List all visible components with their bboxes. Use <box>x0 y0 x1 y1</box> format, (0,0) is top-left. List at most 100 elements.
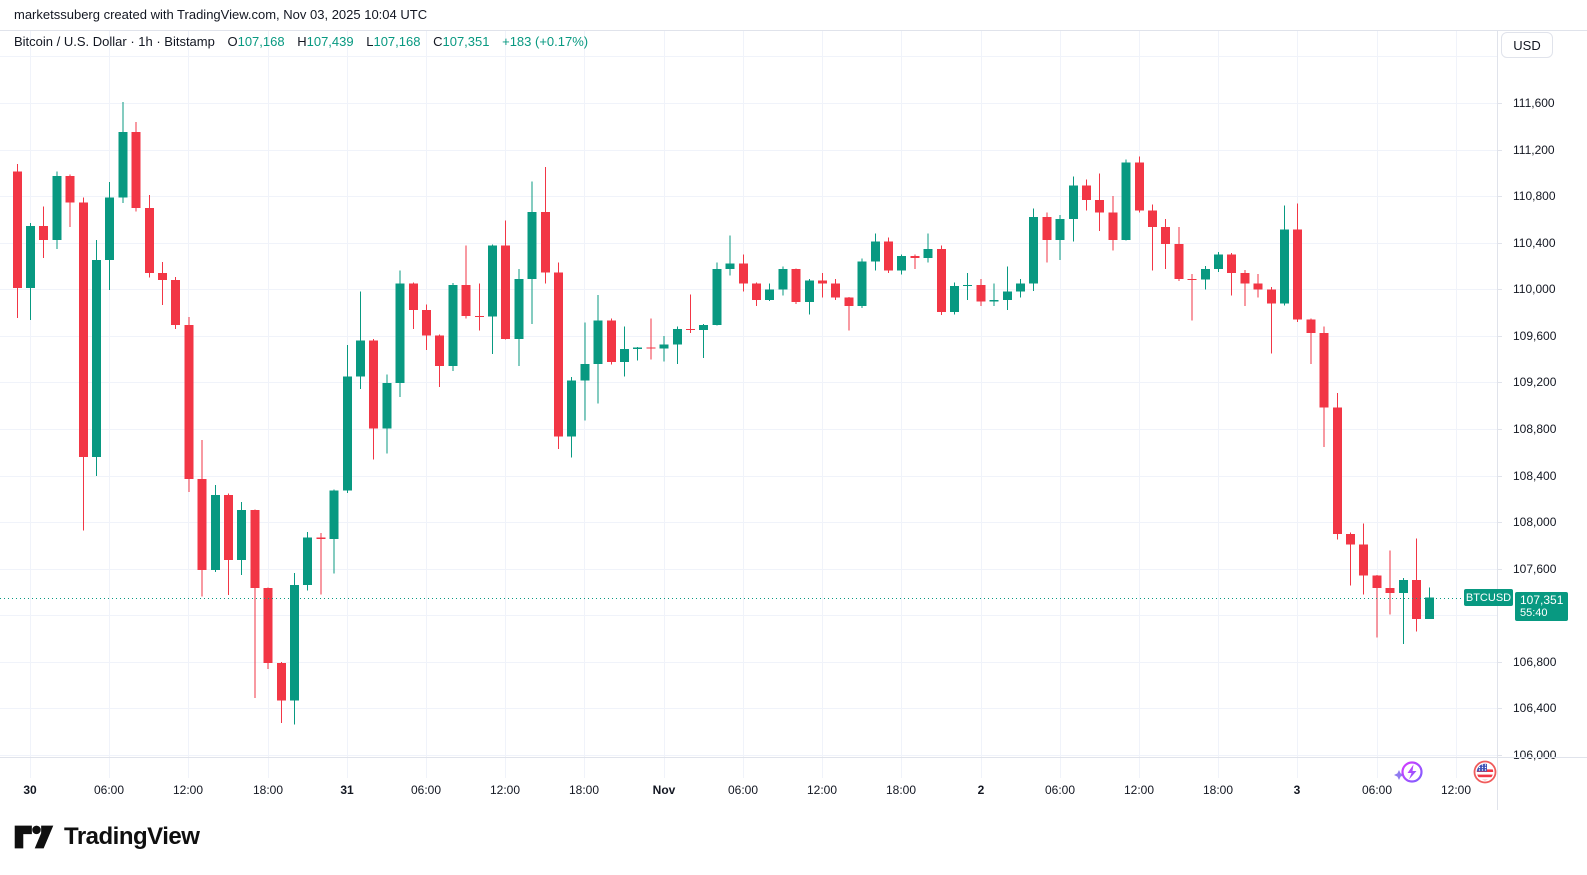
price-axis-label: 106,400 <box>1513 701 1557 716</box>
candle-body-down <box>1359 544 1369 576</box>
candle-body-up <box>963 285 973 287</box>
price-axis-label: 111,200 <box>1513 142 1555 157</box>
time-axis-day-label: 30 <box>23 783 37 797</box>
candle-body-down <box>1385 587 1395 594</box>
candle-body-up <box>210 494 220 570</box>
candle-body-down <box>422 310 431 336</box>
time-axis-label: 06:00 <box>410 783 442 797</box>
sparkle-glyph <box>1394 770 1404 780</box>
time-axis-label: 18:00 <box>252 783 284 797</box>
candle-body-down <box>1042 217 1052 240</box>
flag-glyph <box>1476 763 1494 781</box>
low-value: 107,168 <box>373 34 421 49</box>
currency-usd-button[interactable]: USD <box>1501 32 1553 58</box>
candle-body-up <box>659 344 669 349</box>
tradingview-logo[interactable]: TradingView <box>14 820 200 854</box>
candle-body-down <box>12 171 22 289</box>
candle-body-up <box>105 197 115 261</box>
candle-body-down <box>1306 319 1316 333</box>
candle-body-up <box>699 324 709 331</box>
candle-body-down <box>1108 212 1118 240</box>
candle-countdown: 55:40 <box>1520 607 1548 620</box>
candle-body-up <box>1214 254 1223 269</box>
candle-body-down <box>1227 254 1237 273</box>
attribution-bar <box>0 0 1587 30</box>
candle-body-up <box>950 285 959 312</box>
candle-body-up <box>804 280 814 303</box>
candle-body-up <box>1016 283 1025 292</box>
candle-body-up <box>1425 597 1435 620</box>
time-axis-label: 06:00 <box>1361 783 1393 797</box>
candle-body-up <box>765 289 775 300</box>
candle-body-down <box>738 263 748 284</box>
price-axis-label: 106,800 <box>1513 654 1557 669</box>
candle-body-up <box>395 283 405 384</box>
lightning-circle <box>1401 761 1423 783</box>
candle-body-up <box>1068 185 1078 219</box>
price-axis-label: 109,600 <box>1513 328 1557 343</box>
candle-body-down <box>791 268 801 303</box>
candle-body-up <box>633 347 643 350</box>
candle-body-down <box>276 663 286 701</box>
high-value: 107,439 <box>306 34 354 49</box>
candle-body-down <box>461 285 471 317</box>
candle-body-down <box>131 132 141 208</box>
candle-body-up <box>342 376 352 491</box>
lightning-bolt-glyph <box>1407 764 1417 780</box>
candle-body-up <box>870 241 880 262</box>
candle-body-down <box>686 328 695 331</box>
time-axis-day-label: 3 <box>1293 783 1301 797</box>
candle-body-down <box>752 283 761 300</box>
candle-body-up <box>897 256 907 271</box>
candle-body-up <box>290 585 299 701</box>
symbol-price-badge: BTCUSD <box>1464 589 1513 607</box>
tradingview-logo-glyph <box>14 825 54 849</box>
candle-body-down <box>78 202 88 457</box>
candle-body-down <box>474 316 484 318</box>
us-flag-icon[interactable] <box>1468 756 1502 788</box>
candle-body-down <box>1148 210 1157 227</box>
candle-body-down <box>501 245 511 339</box>
time-axis-day-label: 2 <box>977 783 985 797</box>
time-axis-label: 12:00 <box>1123 783 1155 797</box>
candle-body-up <box>712 268 722 325</box>
candle-body-down <box>1293 229 1303 320</box>
candle-body-down <box>1095 200 1105 213</box>
time-axis-day-label: 31 <box>340 783 354 797</box>
candle-body-down <box>540 211 550 273</box>
candle-body-up <box>118 132 128 198</box>
candle-body-up <box>1398 579 1408 594</box>
candle-body-up <box>448 285 458 367</box>
candle-body-down <box>818 280 827 284</box>
candle-body-up <box>1280 229 1289 304</box>
candle-body-down <box>250 509 260 588</box>
candle-body-down <box>369 340 379 429</box>
candle-body-down <box>1372 575 1382 588</box>
attribution-text: marketssuberg created with TradingView.c… <box>14 7 428 22</box>
time-axis-label: 18:00 <box>568 783 600 797</box>
candle-body-up <box>778 268 788 290</box>
candle-body-down <box>1187 278 1197 280</box>
tradingview-logo-text: TradingView <box>64 823 200 850</box>
candle-body-down <box>1319 332 1329 408</box>
time-axis-label: 12:00 <box>806 783 838 797</box>
candle-body-down <box>435 335 445 367</box>
symbol-info-bar[interactable]: Bitcoin / U.S. Dollar · 1h · Bitstamp O1… <box>14 34 588 49</box>
candle-body-up <box>593 320 603 364</box>
candle-body-down <box>171 279 181 325</box>
candle-body-down <box>39 225 49 240</box>
price-axis-label: 108,000 <box>1513 515 1557 530</box>
supercharts-lightning-icon[interactable] <box>1392 756 1426 788</box>
time-axis-label: 12:00 <box>172 783 204 797</box>
high-label: H <box>297 34 307 49</box>
price-axis-label: 108,400 <box>1513 468 1557 483</box>
candle-body-up <box>1002 291 1012 300</box>
candle-body-up <box>672 328 682 345</box>
candle-body-down <box>158 272 167 280</box>
candle-body-down <box>1082 185 1091 201</box>
candle-body-up <box>303 537 313 586</box>
price-axis-label: 107,600 <box>1513 561 1557 576</box>
candle-body-down <box>263 587 273 664</box>
candle-body-up <box>237 509 247 560</box>
